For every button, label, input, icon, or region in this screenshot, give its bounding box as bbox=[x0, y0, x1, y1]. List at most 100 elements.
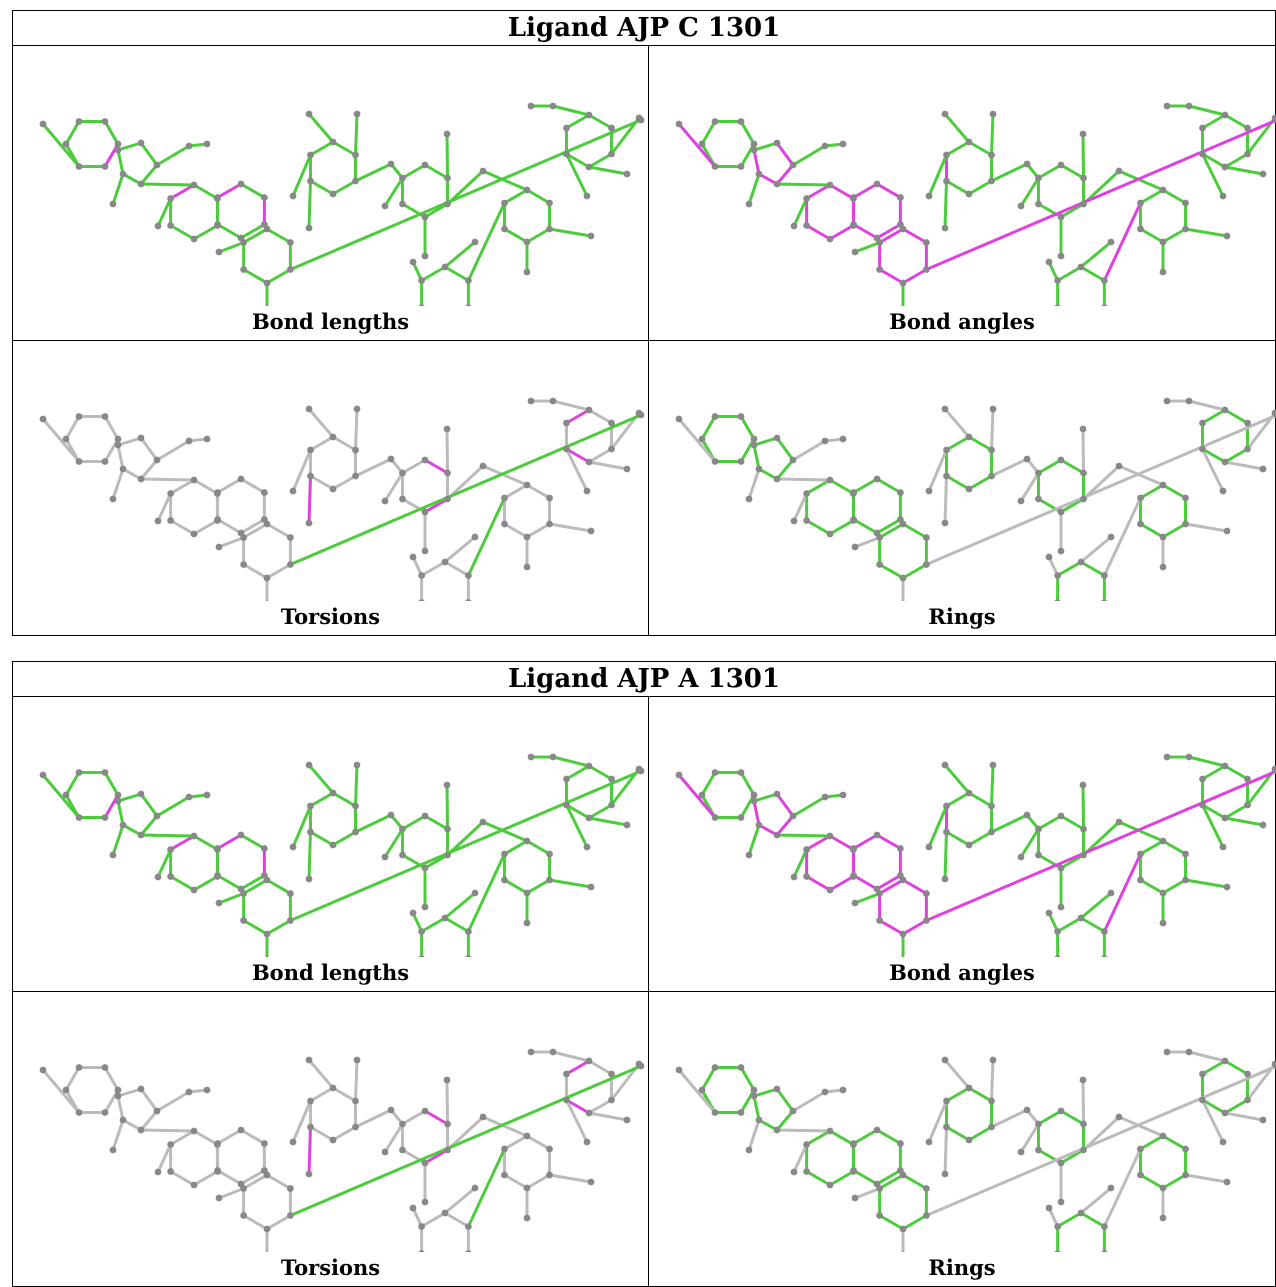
atom bbox=[216, 249, 223, 256]
atom bbox=[588, 1179, 595, 1186]
atom bbox=[155, 1169, 162, 1176]
bond bbox=[141, 1130, 194, 1131]
atom bbox=[214, 1140, 221, 1147]
atom bbox=[120, 171, 127, 178]
atom bbox=[850, 516, 857, 523]
atom bbox=[897, 1140, 904, 1147]
atom bbox=[852, 900, 859, 907]
bond bbox=[422, 562, 445, 576]
bond bbox=[141, 438, 157, 460]
bond bbox=[1225, 410, 1248, 423]
atom bbox=[1018, 498, 1025, 505]
atom bbox=[261, 845, 268, 852]
atom bbox=[388, 1107, 395, 1114]
atom bbox=[746, 201, 753, 208]
atom bbox=[422, 1108, 429, 1115]
bond bbox=[141, 794, 157, 816]
atom bbox=[465, 572, 472, 579]
atom bbox=[1080, 826, 1087, 833]
atom bbox=[352, 1124, 359, 1131]
atom bbox=[307, 829, 314, 836]
atom bbox=[1137, 851, 1144, 858]
atom bbox=[352, 178, 359, 185]
bond bbox=[854, 1171, 877, 1185]
bond bbox=[992, 765, 993, 806]
bond bbox=[830, 877, 853, 891]
panel-caption: Torsions bbox=[13, 1255, 648, 1280]
bond bbox=[854, 184, 877, 198]
atom bbox=[287, 534, 294, 541]
bond bbox=[1225, 766, 1248, 779]
atom bbox=[264, 521, 271, 528]
bond bbox=[1058, 267, 1081, 281]
atom bbox=[354, 1057, 361, 1064]
atom bbox=[1199, 1097, 1206, 1104]
bond bbox=[589, 1100, 612, 1113]
bond bbox=[504, 485, 527, 498]
atom bbox=[1164, 398, 1171, 405]
bond bbox=[422, 267, 445, 281]
atom bbox=[900, 931, 907, 938]
atom bbox=[115, 141, 122, 148]
atom bbox=[791, 1169, 798, 1176]
atom bbox=[586, 815, 593, 822]
atom bbox=[774, 476, 781, 483]
atom bbox=[501, 495, 508, 502]
atom bbox=[76, 769, 83, 776]
atom bbox=[1024, 456, 1031, 463]
atom bbox=[110, 496, 117, 503]
atom bbox=[63, 1087, 70, 1094]
atom bbox=[214, 516, 221, 523]
atom bbox=[102, 814, 109, 821]
atom bbox=[1160, 187, 1167, 194]
bond bbox=[241, 184, 264, 198]
ligand-table-1: Ligand AJP C 1301 Bond lengths Bond angl… bbox=[12, 10, 1276, 636]
bond bbox=[749, 1120, 759, 1150]
atom bbox=[388, 456, 395, 463]
bond bbox=[483, 466, 527, 485]
bond bbox=[969, 476, 992, 489]
atom bbox=[330, 1137, 337, 1144]
atom bbox=[382, 1149, 389, 1156]
bond bbox=[356, 765, 357, 806]
atom bbox=[528, 1049, 535, 1056]
bond bbox=[1163, 229, 1186, 242]
atom bbox=[444, 1121, 451, 1128]
bond bbox=[267, 921, 290, 935]
atom bbox=[774, 791, 781, 798]
atom bbox=[214, 845, 221, 852]
atom bbox=[1164, 754, 1171, 761]
panel-torsions: Torsions bbox=[13, 341, 648, 635]
atom bbox=[216, 900, 223, 907]
atom bbox=[352, 447, 359, 454]
atom bbox=[422, 509, 429, 516]
atom bbox=[63, 141, 70, 148]
atom bbox=[550, 1049, 557, 1056]
bond bbox=[777, 479, 830, 480]
bond bbox=[702, 1067, 715, 1090]
bond bbox=[589, 115, 612, 128]
atom bbox=[264, 1226, 271, 1233]
atom bbox=[712, 163, 719, 170]
bond bbox=[1038, 1111, 1061, 1124]
bond bbox=[1140, 524, 1163, 537]
atom bbox=[586, 1058, 593, 1065]
atom bbox=[546, 1172, 553, 1179]
bond bbox=[218, 225, 241, 239]
atom bbox=[1080, 426, 1087, 433]
atom bbox=[1035, 175, 1042, 182]
bond bbox=[385, 178, 402, 206]
atom bbox=[774, 832, 781, 839]
atom bbox=[546, 495, 553, 502]
bond bbox=[445, 267, 468, 281]
atom bbox=[110, 852, 117, 859]
atom bbox=[1222, 1110, 1229, 1117]
atom bbox=[751, 1087, 758, 1094]
atom bbox=[827, 531, 834, 538]
atom bbox=[1244, 446, 1251, 453]
atom bbox=[852, 544, 859, 551]
atom bbox=[1182, 495, 1189, 502]
bond bbox=[1189, 401, 1225, 410]
atom bbox=[803, 1141, 810, 1148]
bond bbox=[793, 797, 825, 816]
